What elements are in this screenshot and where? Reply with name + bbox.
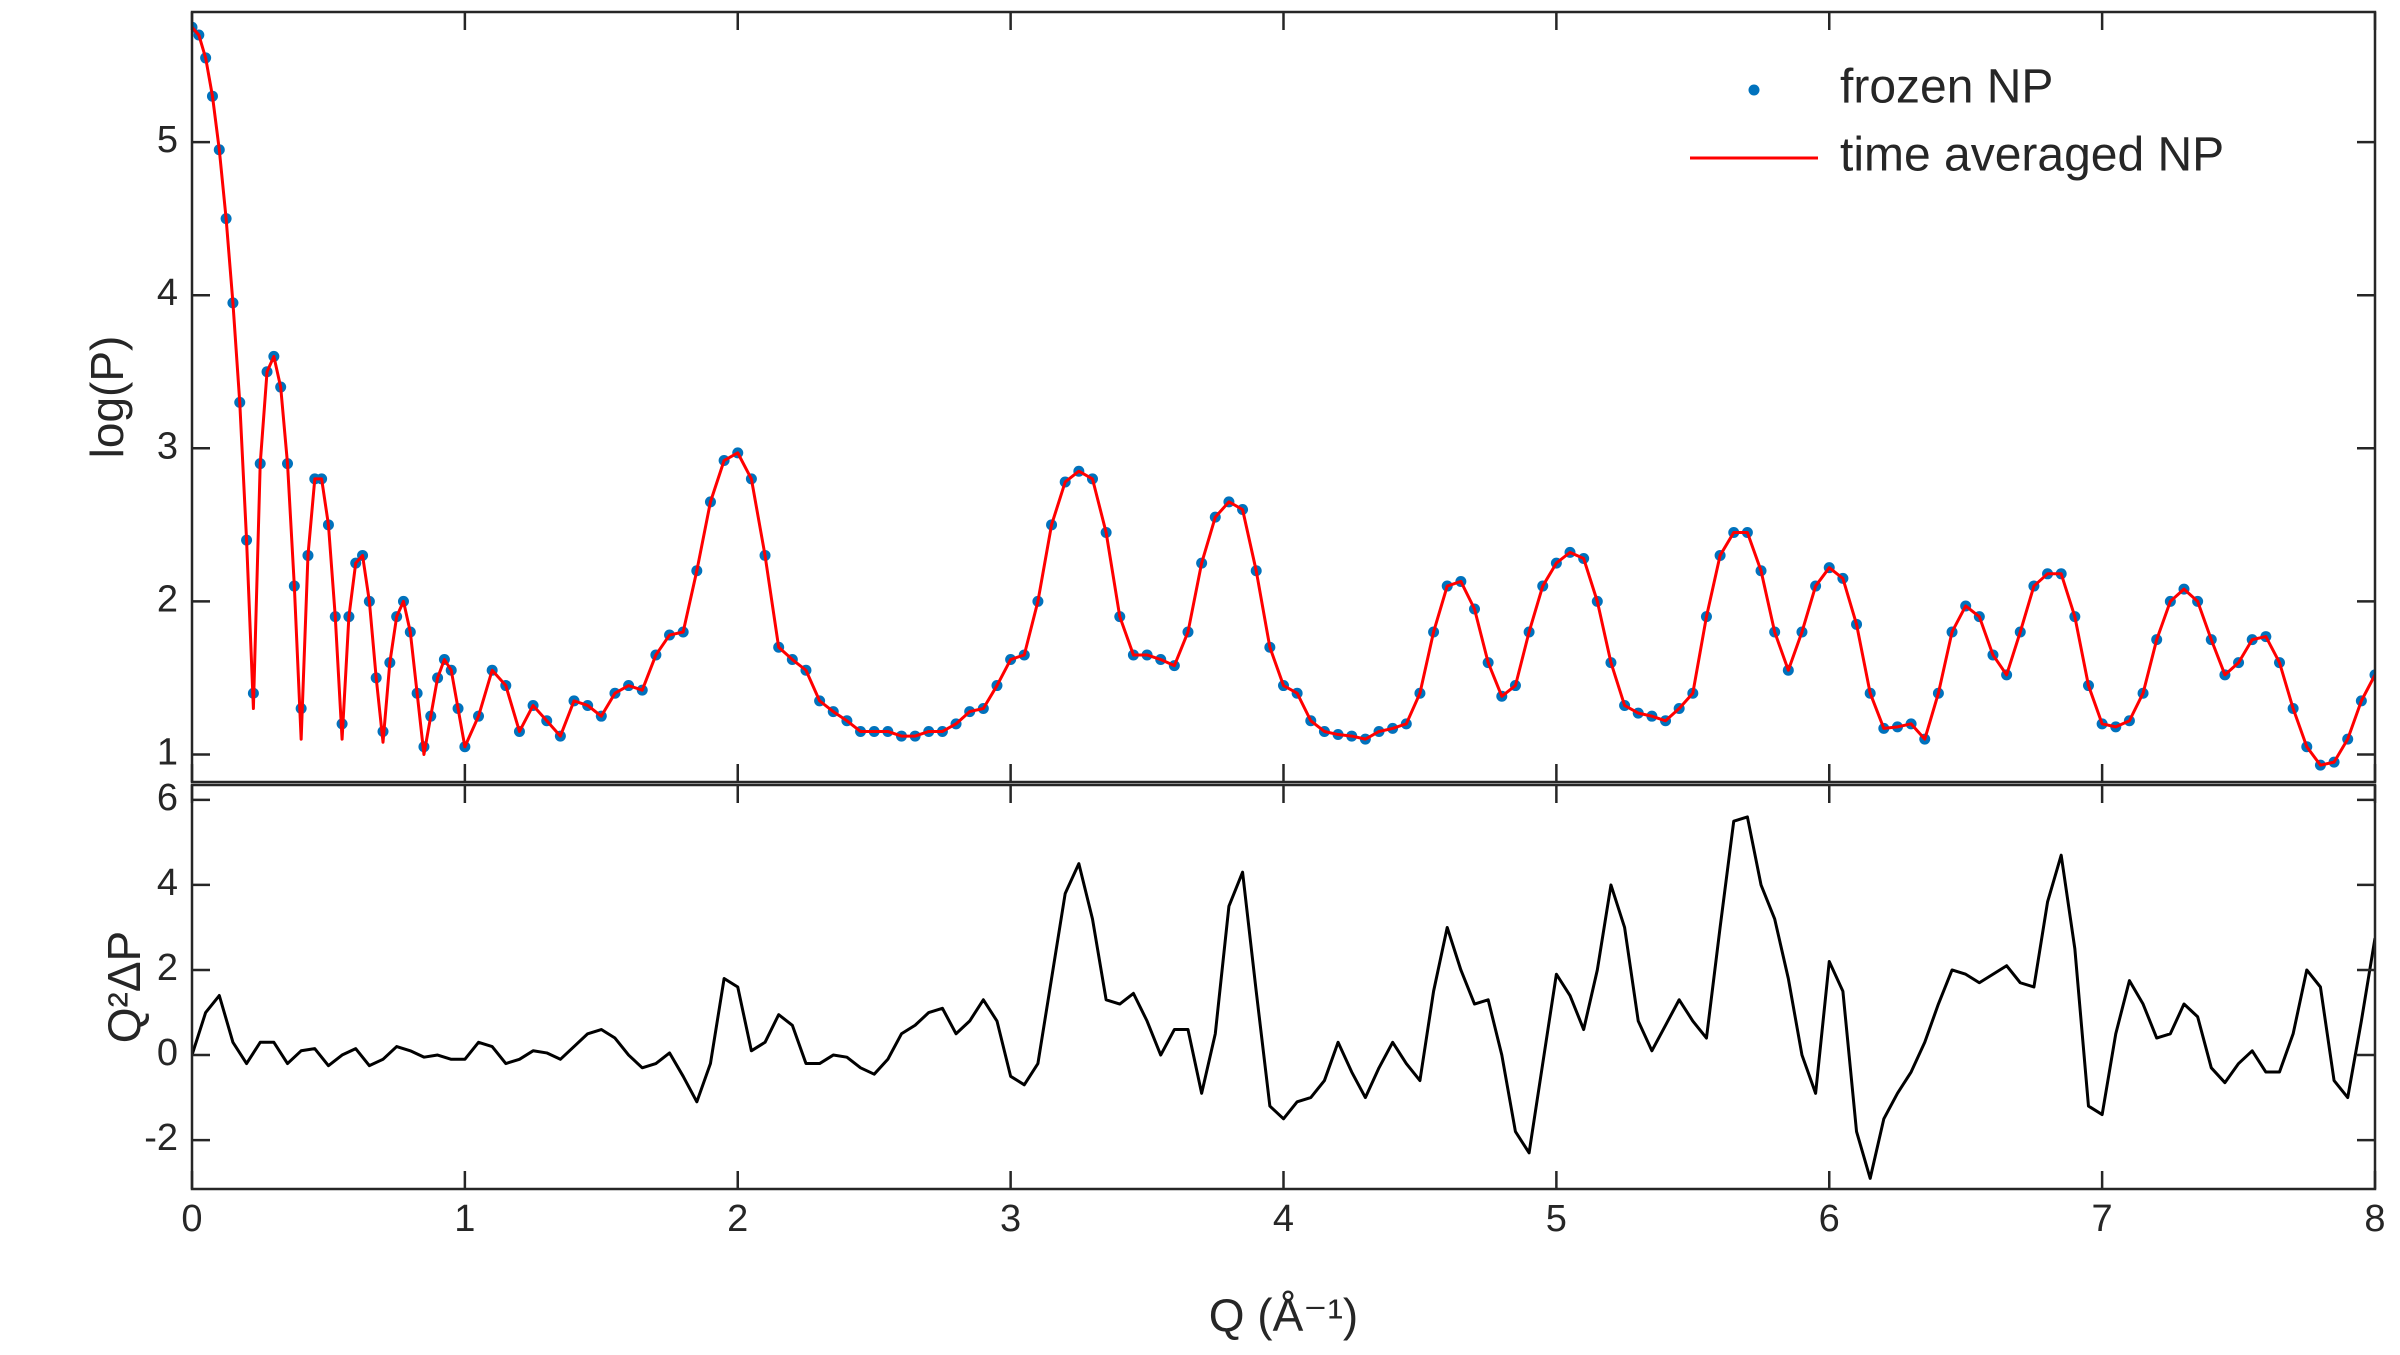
y-tick-label: 2 (157, 947, 178, 989)
x-tick-label: 7 (2092, 1198, 2113, 1240)
data-line (192, 26, 2375, 767)
x-tick-label: 1 (454, 1198, 475, 1240)
y-tick-label: 5 (157, 119, 178, 161)
plot-area (192, 21, 2375, 771)
x-tick-label: 0 (181, 1198, 202, 1240)
x-tick-label: 8 (2364, 1198, 2385, 1240)
data-line (192, 815, 2375, 1180)
y-tick-label: 0 (157, 1032, 178, 1074)
x-tick-label: 4 (1273, 1198, 1294, 1240)
axes-frame (190, 783, 2377, 1191)
y-tick-label: 1 (157, 731, 178, 773)
x-tick-label: 5 (1546, 1198, 1567, 1240)
y-axis-label: Q²ΔP (98, 931, 150, 1044)
y-tick-label: 3 (157, 425, 178, 467)
y-tick-label: -2 (144, 1117, 178, 1159)
y-tick-label: 4 (157, 862, 178, 904)
legend-swatch (1748, 84, 1760, 96)
y-tick-label: 4 (157, 272, 178, 314)
legend-label: frozen NP (1840, 61, 2053, 114)
x-tick-label: 6 (1819, 1198, 1840, 1240)
y-tick-label: 6 (157, 777, 178, 819)
plot-area (192, 815, 2375, 1180)
y-axis-label: log(P) (81, 336, 133, 459)
x-axis-label: Q (Å⁻¹) (1209, 1289, 1358, 1341)
x-tick-label: 2 (727, 1198, 748, 1240)
axes-frame (190, 10, 2377, 784)
y-tick-label: 2 (157, 578, 178, 620)
x-tick-label: 3 (1000, 1198, 1021, 1240)
legend-label: time averaged NP (1840, 129, 2224, 182)
